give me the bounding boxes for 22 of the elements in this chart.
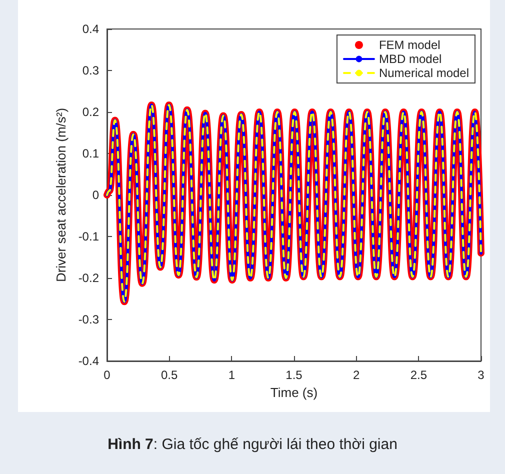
- x-axis-title: Time (s): [270, 384, 318, 400]
- y-tick-label: -0.2: [78, 271, 100, 285]
- y-tick-label: -0.1: [78, 230, 100, 244]
- y-tick-label: 0.1: [82, 146, 100, 160]
- x-tick-label: 1: [228, 368, 236, 382]
- x-tick-label: 0: [104, 368, 111, 382]
- y-tick-label: 0: [92, 188, 100, 202]
- x-tick-label: 1.5: [286, 368, 303, 382]
- y-axis-title: Driver seat acceleration (m/s²): [53, 108, 68, 282]
- y-tick-label: 0.3: [82, 64, 100, 78]
- legend-label: FEM model: [378, 38, 440, 52]
- y-tick-label: 0.4: [82, 22, 100, 36]
- y-tick-label: -0.4: [78, 354, 100, 368]
- text: Hình 7: Gia tốc ghế người lái theo thời gian: [106, 436, 398, 453]
- y-tick-label: -0.3: [78, 312, 100, 326]
- x-tick-label: 2: [352, 368, 360, 382]
- x-tick-label: 0.5: [160, 368, 178, 382]
- y-tick-label: 0.2: [82, 105, 100, 119]
- legend-label: Numerical model: [378, 66, 469, 80]
- legend-label: MBD model: [378, 52, 442, 66]
- x-tick-label: 3: [478, 368, 485, 382]
- x-tick-label: 2.5: [410, 368, 428, 382]
